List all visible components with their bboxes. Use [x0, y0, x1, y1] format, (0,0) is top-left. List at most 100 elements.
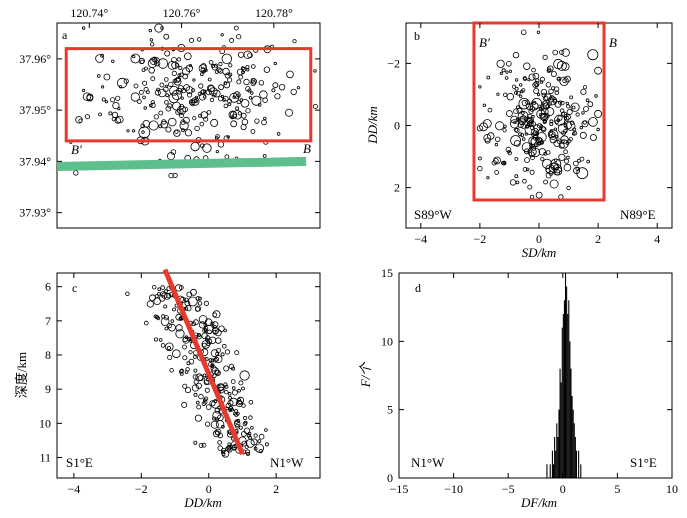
event-point [235, 423, 240, 429]
event-point [214, 63, 219, 68]
event-point [154, 294, 159, 299]
panel-c-corner-right: N1°W [270, 455, 304, 470]
event-point [224, 154, 230, 160]
event-point [524, 124, 535, 135]
event-point [132, 54, 136, 59]
event-point [227, 399, 234, 406]
event-point [163, 33, 170, 40]
event-point [563, 121, 573, 130]
event-point [571, 105, 576, 110]
x-tick-label: 120.78° [255, 6, 293, 20]
event-point [119, 85, 123, 89]
event-point [545, 113, 550, 118]
event-point [191, 88, 196, 93]
event-point [558, 153, 566, 161]
event-point [245, 65, 250, 70]
event-point [210, 118, 219, 127]
event-point [553, 86, 560, 92]
event-point [243, 415, 248, 421]
event-point [181, 401, 188, 408]
event-point [571, 132, 576, 136]
panel-b-points [476, 29, 603, 200]
event-point [552, 49, 558, 56]
panel-a-fault-line [56, 156, 307, 171]
event-point [482, 103, 487, 107]
panel-c-corner-left: S1°E [66, 455, 93, 470]
event-point [576, 158, 581, 163]
event-point [205, 404, 212, 410]
event-point [194, 414, 202, 422]
event-point [201, 401, 206, 406]
event-point [501, 160, 507, 166]
event-point [236, 68, 244, 76]
event-point [313, 69, 317, 73]
event-point [153, 114, 159, 120]
y-tick-label: 0 [394, 119, 400, 133]
event-point [160, 120, 169, 129]
event-point [528, 151, 535, 158]
event-point [182, 383, 188, 389]
event-point [101, 85, 105, 89]
event-point [181, 128, 185, 133]
event-point [518, 118, 526, 126]
event-point [562, 78, 568, 84]
event-point [103, 73, 111, 81]
event-point [545, 107, 555, 117]
event-point [477, 156, 482, 161]
event-point [190, 288, 197, 296]
event-point [175, 109, 182, 116]
event-point [263, 66, 271, 73]
event-point [185, 367, 190, 372]
event-point [556, 76, 561, 81]
event-point [95, 54, 104, 63]
event-point [220, 94, 224, 99]
event-point [196, 37, 202, 42]
event-point [553, 127, 558, 131]
event-point [521, 137, 526, 141]
event-point [200, 111, 208, 119]
event-point [211, 92, 217, 98]
event-point [228, 406, 233, 411]
event-point [186, 361, 191, 366]
event-point [588, 117, 598, 127]
event-point [250, 425, 254, 430]
x-tick-label: 5 [614, 482, 620, 496]
y-tick-label: 9 [45, 382, 51, 396]
panel-d-bars [546, 273, 582, 478]
event-point [218, 386, 225, 394]
event-point [566, 104, 571, 109]
event-point [496, 92, 500, 96]
panel-c-ylabel: 深度/km [14, 352, 29, 398]
event-point [157, 287, 162, 292]
event-point [538, 148, 546, 156]
event-point [192, 355, 197, 359]
event-point [202, 398, 207, 402]
event-point [572, 160, 579, 167]
event-point [227, 444, 232, 449]
event-point [508, 69, 513, 73]
event-point [259, 90, 268, 99]
event-point [240, 124, 247, 131]
event-point [176, 76, 182, 82]
event-point [153, 337, 158, 342]
event-point [216, 383, 225, 392]
event-point [194, 125, 200, 132]
event-point [191, 384, 199, 392]
histogram-bar [554, 437, 556, 478]
event-point [188, 350, 193, 355]
event-point [548, 88, 554, 95]
x-tick-label: 10 [666, 482, 678, 496]
event-point [154, 60, 161, 67]
histogram-bar [559, 368, 561, 478]
event-point [168, 172, 174, 179]
event-point [182, 73, 189, 80]
event-point [503, 92, 508, 97]
event-point [539, 140, 544, 145]
event-point [235, 106, 240, 111]
event-point [234, 419, 239, 424]
event-point [583, 106, 589, 112]
event-point [537, 104, 542, 109]
event-point [192, 78, 196, 82]
event-point [532, 72, 540, 80]
event-point [213, 399, 218, 404]
